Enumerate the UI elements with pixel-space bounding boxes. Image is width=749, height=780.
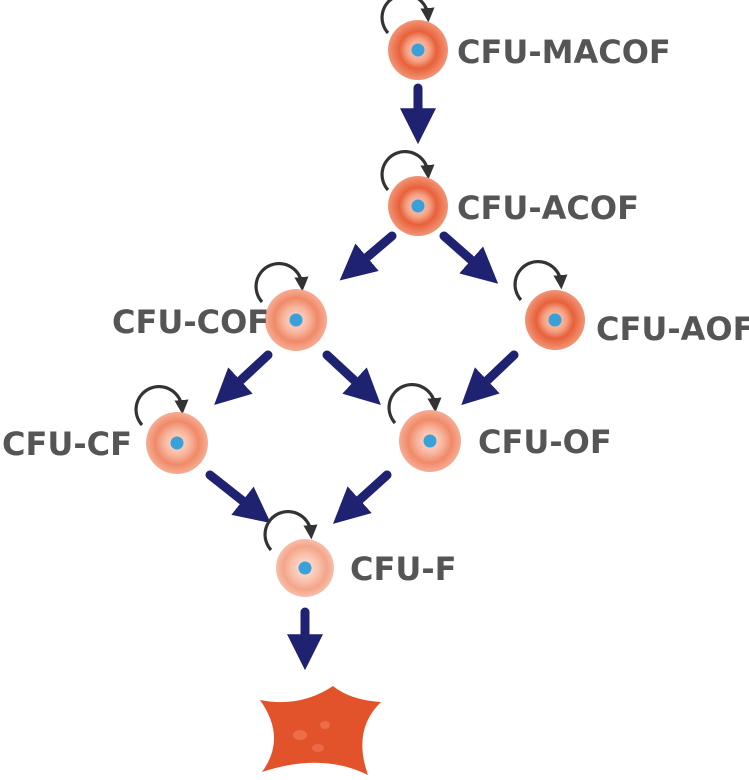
node-label: CFU-AOF [596, 310, 749, 348]
self-renewal-loop-icon [380, 150, 435, 192]
cell-nucleus [289, 313, 303, 327]
self-renewal-loop-icon [134, 385, 189, 427]
node-label: CFU-ACOF [457, 189, 639, 227]
node-label: CFU-OF [478, 423, 612, 461]
cell-texture [320, 721, 330, 729]
node-cfu-aof: CFU-AOF [513, 260, 749, 350]
cell-texture [312, 744, 324, 752]
arrow-acof-to-aof [439, 231, 499, 284]
self-renewal-loop-icon [263, 510, 318, 552]
cell-nucleus [411, 43, 425, 57]
cell-texture [293, 730, 307, 740]
fibroblast-cell-icon [260, 686, 381, 775]
node-cfu-macof: CFU-MACOF [380, 0, 671, 80]
node-cfu-of: CFU-OF [387, 383, 612, 472]
arrow-of-to-f [332, 470, 392, 524]
node-label: CFU-COF [112, 303, 269, 341]
cell-nucleus [411, 199, 425, 213]
arrow-cf-to-f [205, 470, 271, 524]
arrow-cof-to-cf [214, 350, 273, 406]
node-label: CFU-MACOF [457, 33, 671, 71]
self-renewal-loop-icon [254, 262, 309, 304]
cell-nucleus [548, 313, 562, 327]
node-cfu-cf: CFU-CF [2, 385, 208, 474]
node-cfu-cof: CFU-COF [112, 262, 327, 351]
cell-nucleus [170, 436, 184, 450]
node-cfu-acof: CFU-ACOF [380, 150, 639, 236]
arrow-cof-to-of [322, 350, 381, 406]
cell-nucleus [298, 561, 312, 575]
self-renewal-loop-icon [513, 260, 568, 302]
terminal-cell [260, 686, 381, 775]
self-renewal-loop-icon [380, 0, 435, 35]
arrow-aof-to-of [461, 350, 519, 406]
self-renewal-loop-icon [387, 383, 442, 425]
node-label: CFU-F [350, 550, 456, 588]
node-cfu-f: CFU-F [263, 510, 456, 597]
arrow-acof-to-cof [339, 231, 397, 281]
cell-nucleus [423, 434, 437, 448]
node-label: CFU-CF [2, 425, 132, 463]
arrows [205, 83, 519, 671]
